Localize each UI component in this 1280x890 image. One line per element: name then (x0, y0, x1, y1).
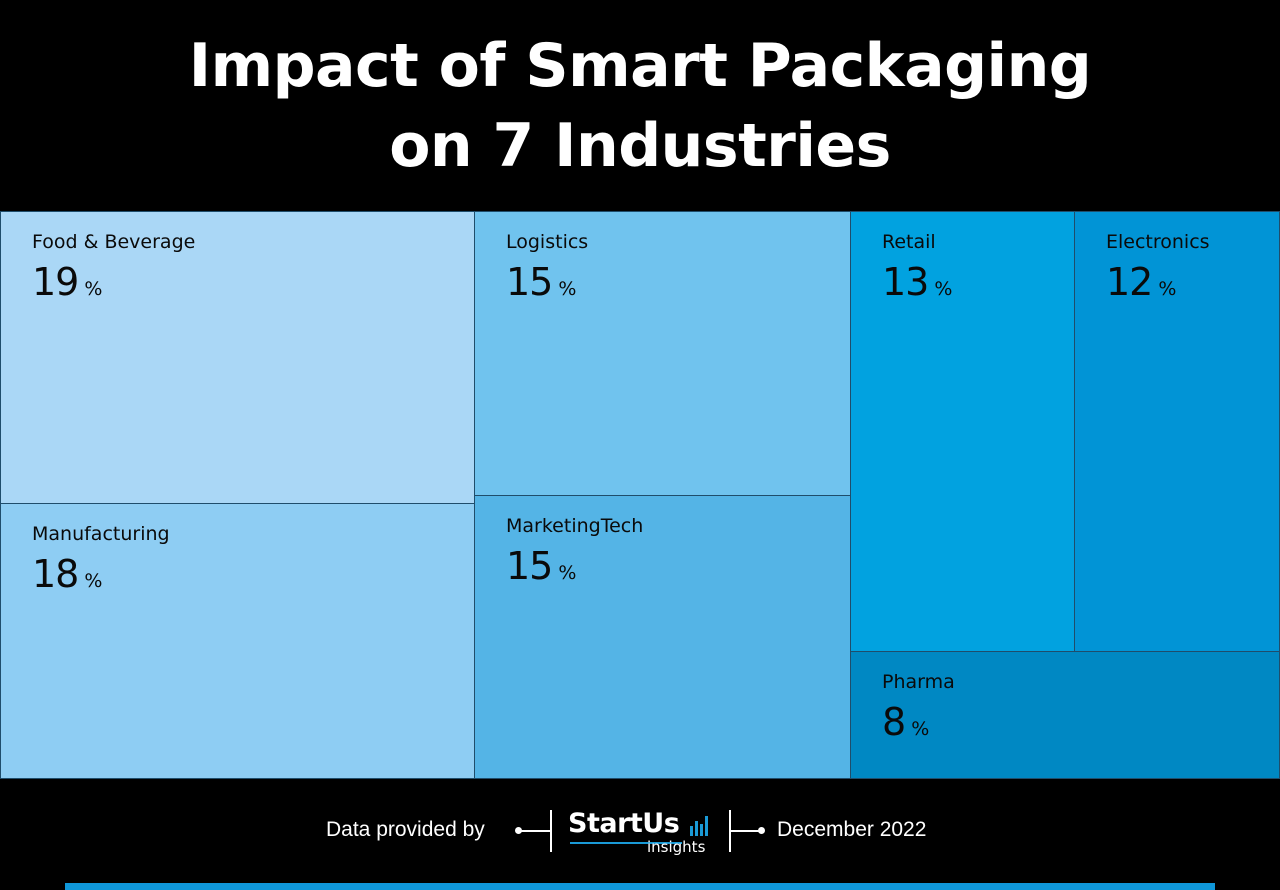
logo-underline (570, 842, 682, 844)
logo-wordmark: StartUs (568, 808, 680, 839)
bar-chart-icon (690, 814, 712, 836)
cell-value-unit: % (558, 278, 577, 300)
cell-value: 12% (1106, 260, 1176, 312)
cell-value-number: 8 (882, 700, 906, 744)
treemap-cell-electronics: Electronics 12% (1074, 211, 1280, 652)
cell-label: Retail (882, 231, 936, 253)
cell-value: 19% (32, 260, 102, 312)
footer: Data provided by StartUs insights Decemb… (0, 806, 1280, 858)
cell-value: 15% (506, 544, 576, 596)
cell-value-unit: % (84, 278, 103, 300)
cell-label: Pharma (882, 671, 955, 693)
cell-value-unit: % (84, 570, 103, 592)
connector-dot-right (758, 827, 765, 834)
chart-title-line-2: on 7 Industries (389, 111, 891, 181)
cell-label: MarketingTech (506, 515, 644, 537)
connector-line-left (518, 830, 550, 832)
connector-line-right (731, 830, 761, 832)
treemap: Food & Beverage 19% Manufacturing 18% Logist… (0, 211, 1280, 779)
divider-left (550, 810, 552, 852)
cell-value: 15% (506, 260, 576, 312)
cell-label: Electronics (1106, 231, 1210, 253)
cell-value-number: 15 (506, 544, 553, 588)
cell-value: 13% (882, 260, 952, 312)
cell-value-number: 12 (1106, 260, 1153, 304)
treemap-cell-food-beverage: Food & Beverage 19% (0, 211, 475, 504)
cell-value-number: 13 (882, 260, 929, 304)
chart-title: Impact of Smart Packaging on 7 Industrie… (0, 26, 1280, 186)
cell-value: 8% (882, 700, 929, 752)
cell-label: Logistics (506, 231, 589, 253)
cell-value-number: 18 (32, 552, 79, 596)
divider-right (729, 810, 731, 852)
chart-title-line-1: Impact of Smart Packaging (188, 31, 1092, 101)
data-credit-text: Data provided by (326, 818, 485, 841)
cell-value-unit: % (934, 278, 953, 300)
cell-value-unit: % (911, 718, 930, 740)
cell-value-number: 15 (506, 260, 553, 304)
treemap-cell-retail: Retail 13% (850, 211, 1075, 652)
publication-date: December 2022 (777, 818, 927, 841)
treemap-cell-logistics: Logistics 15% (474, 211, 851, 496)
treemap-cell-pharma: Pharma 8% (850, 651, 1280, 779)
cell-value-unit: % (558, 562, 577, 584)
cell-value-number: 19 (32, 260, 79, 304)
logo-subtext: insights (647, 838, 706, 856)
accent-bar (65, 883, 1215, 890)
cell-label: Manufacturing (32, 523, 170, 545)
startus-insights-logo: StartUs insights (568, 808, 718, 858)
treemap-cell-manufacturing: Manufacturing 18% (0, 503, 475, 779)
treemap-cell-marketingtech: MarketingTech 15% (474, 495, 851, 779)
cell-value: 18% (32, 552, 102, 604)
cell-label: Food & Beverage (32, 231, 196, 253)
cell-value-unit: % (1158, 278, 1177, 300)
